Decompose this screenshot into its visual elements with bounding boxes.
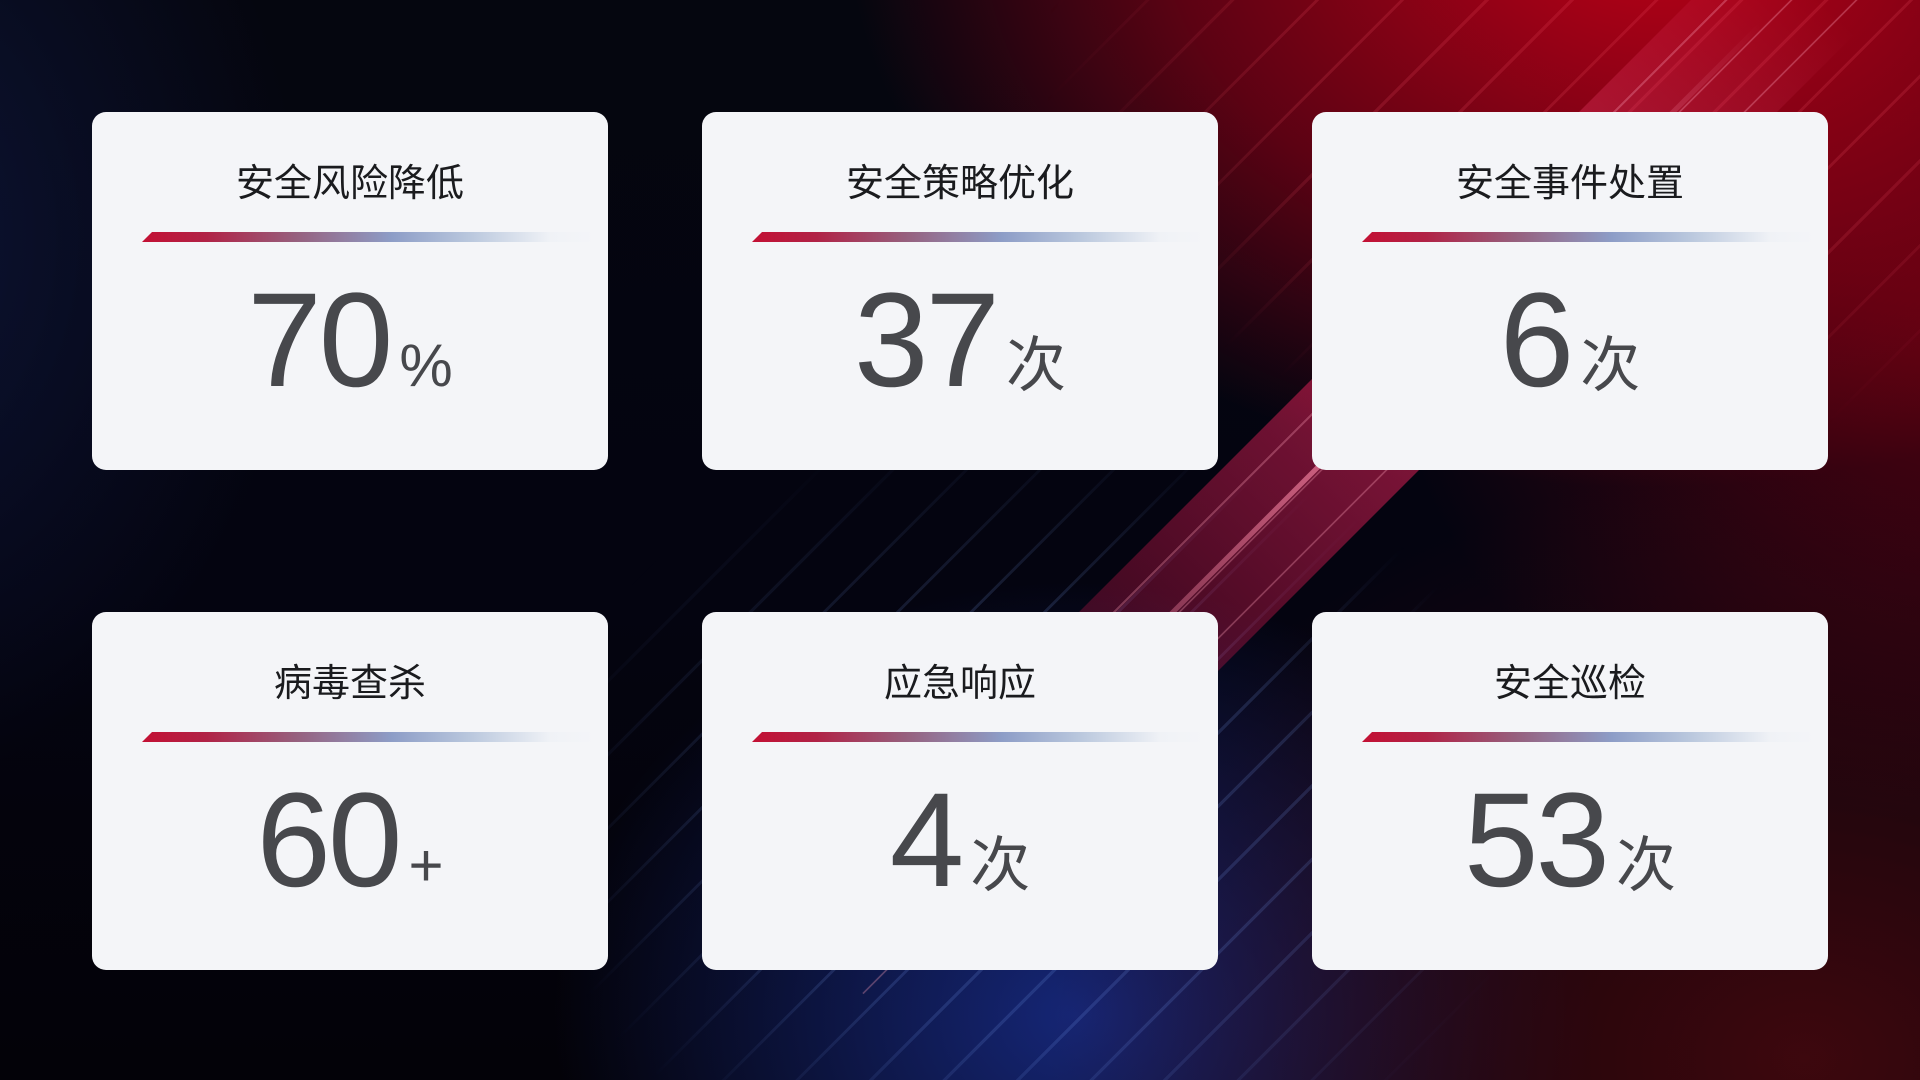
card-divider — [142, 732, 596, 742]
card-title: 安全巡检 — [1493, 663, 1646, 705]
card-value-row: 37 次 — [702, 274, 1218, 408]
card-title: 安全事件处置 — [1455, 163, 1684, 205]
stat-card-policy-optimization: 安全策略优化 37 次 — [702, 112, 1218, 470]
card-divider — [1362, 732, 1816, 742]
card-title: 安全风险降低 — [235, 163, 464, 205]
card-title: 应急响应 — [883, 663, 1036, 705]
card-divider — [752, 732, 1206, 742]
card-value: 53 — [1463, 766, 1610, 915]
card-unit: + — [408, 832, 444, 899]
card-value: 6 — [1499, 266, 1575, 415]
stat-card-emergency-response: 应急响应 4 次 — [702, 612, 1218, 970]
card-unit: 次 — [970, 832, 1031, 899]
card-divider — [142, 232, 596, 242]
card-value-row: 4 次 — [702, 774, 1218, 908]
stat-card-incident-handling: 安全事件处置 6 次 — [1312, 112, 1828, 470]
card-title: 病毒查杀 — [273, 663, 426, 705]
card-unit: 次 — [1616, 832, 1677, 899]
card-value-row: 60 + — [92, 774, 608, 908]
card-divider — [752, 232, 1206, 242]
card-unit: 次 — [1580, 332, 1641, 399]
card-unit: 次 — [1006, 332, 1067, 399]
card-value-row: 70 % — [92, 274, 608, 408]
card-divider — [1362, 232, 1816, 242]
stat-card-risk-reduction: 安全风险降低 70 % — [92, 112, 608, 470]
stat-card-security-inspection: 安全巡检 53 次 — [1312, 612, 1828, 970]
card-value-row: 6 次 — [1312, 274, 1828, 408]
card-value-row: 53 次 — [1312, 774, 1828, 908]
card-unit: % — [399, 332, 453, 399]
card-value: 37 — [853, 266, 1000, 415]
card-value: 60 — [256, 766, 402, 915]
card-title: 安全策略优化 — [845, 163, 1074, 205]
card-value: 4 — [889, 766, 965, 915]
stat-card-virus-scan: 病毒查杀 60 + — [92, 612, 608, 970]
card-value: 70 — [247, 266, 393, 415]
